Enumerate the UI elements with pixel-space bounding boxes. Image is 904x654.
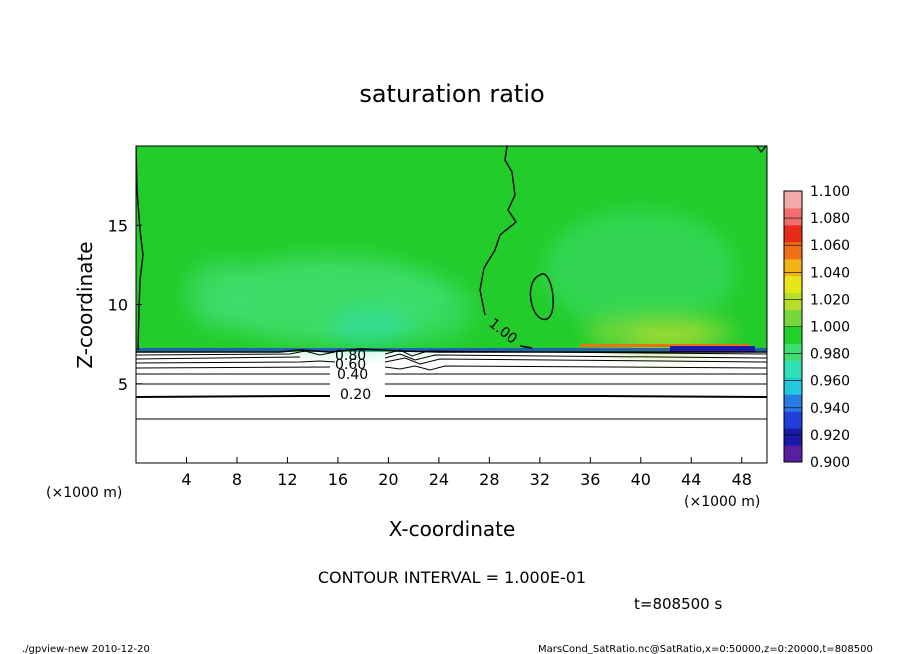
x-tick-label: 40 [631, 470, 651, 489]
y-axis-ticks: 5 10 15 [108, 216, 142, 394]
contour-label-0.20: 0.20 [340, 387, 371, 403]
x-tick-label: 4 [181, 470, 191, 489]
contour-interval-note: CONTOUR INTERVAL = 1.000E-01 [318, 568, 586, 587]
colorbar-swatch [784, 258, 802, 277]
x-tick-label: 20 [378, 470, 398, 489]
x-tick-label: 28 [479, 470, 499, 489]
colorbar-swatch [784, 343, 802, 361]
colorbar-label: 1.080 [810, 211, 850, 227]
colorbar-label: 0.920 [810, 428, 850, 444]
x-axis-label: X-coordinate [389, 517, 516, 541]
contour-lines [136, 146, 767, 420]
y-tick-label: 10 [108, 296, 128, 315]
colorbar-swatch [784, 360, 802, 378]
colorbar-swatch [784, 445, 802, 463]
colorbar-swatch [784, 292, 802, 311]
contour-label-0.80: 0.80 [335, 348, 366, 364]
footer-right: MarsCond_SatRatio.nc@SatRatio,x=0:50000,… [538, 644, 873, 654]
colorbar-label: 0.980 [810, 347, 850, 363]
x-tick-label: 16 [328, 470, 348, 489]
x-unit-note-left: (×1000 m) [46, 485, 122, 501]
x-tick-label: 44 [681, 470, 701, 489]
colorbar-swatch [784, 224, 802, 243]
contour-labels: 0.20 0.40 0.60 0.80 1.00 [330, 316, 520, 403]
colorbar-swatch [784, 377, 802, 395]
colorbar-label: 1.000 [810, 320, 850, 336]
colorbar: 1.100 1.080 1.060 1.040 1.020 1.000 0.980 0.960… [783, 184, 850, 471]
colorbar-label: 0.900 [810, 455, 850, 471]
y-tick-label: 15 [108, 216, 128, 235]
time-note: t=808500 s [634, 595, 722, 613]
colorbar-label: 0.940 [810, 401, 850, 417]
colorbar-swatch [784, 241, 802, 260]
subsaturated-patches [185, 210, 735, 346]
y-axis-label: Z-coordinate [73, 241, 97, 368]
y-tick-label: 5 [118, 375, 128, 394]
supersaturated-patch [585, 314, 735, 350]
colorbar-label: 1.060 [810, 238, 850, 254]
x-tick-label: 12 [277, 470, 297, 489]
colorbar-swatch [784, 191, 802, 209]
plot-area: 0.20 0.40 0.60 0.80 1.00 [136, 146, 767, 463]
colorbar-label: 1.020 [810, 292, 850, 308]
x-unit-note-right: (×1000 m) [684, 494, 760, 510]
colorbar-swatch [784, 326, 802, 344]
colorbar-swatch [784, 428, 802, 446]
colorbar-label: 1.100 [810, 184, 850, 200]
colorbar-label: 1.040 [810, 265, 850, 281]
x-tick-label: 48 [732, 470, 752, 489]
contour-label-0.60: 0.60 [335, 357, 366, 373]
x-tick-label: 32 [530, 470, 550, 489]
chart-title: saturation ratio [359, 80, 544, 108]
colorbar-swatch [784, 411, 802, 429]
x-axis-ticks: 4 8 12 16 20 24 28 32 36 40 44 48 [181, 457, 752, 489]
contour-label-0.40: 0.40 [337, 367, 368, 383]
colorbar-swatch [784, 309, 802, 327]
x-tick-label: 24 [429, 470, 449, 489]
colorbar-swatch [784, 394, 802, 412]
footer-left: ./gpview-new 2010-12-20 [22, 644, 150, 654]
colorbar-swatch [784, 207, 802, 226]
x-tick-label: 36 [580, 470, 600, 489]
x-tick-label: 8 [232, 470, 242, 489]
colorbar-label: 0.960 [810, 374, 850, 390]
colorbar-swatch [784, 275, 802, 294]
